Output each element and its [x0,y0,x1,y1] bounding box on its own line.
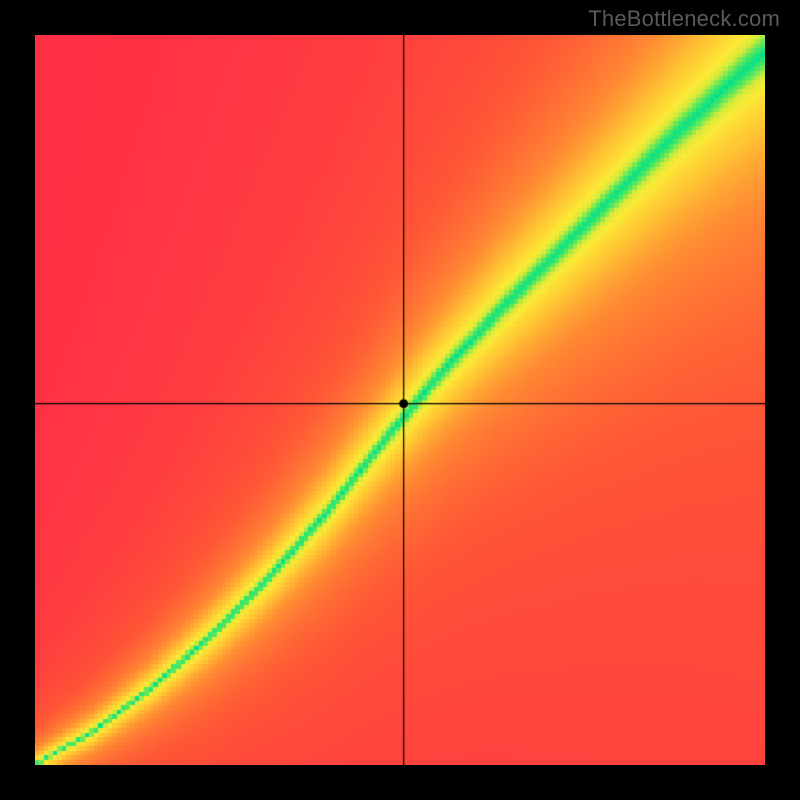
chart-container: TheBottleneck.com [0,0,800,800]
watermark-text: TheBottleneck.com [588,6,780,32]
bottleneck-heatmap [35,35,765,765]
